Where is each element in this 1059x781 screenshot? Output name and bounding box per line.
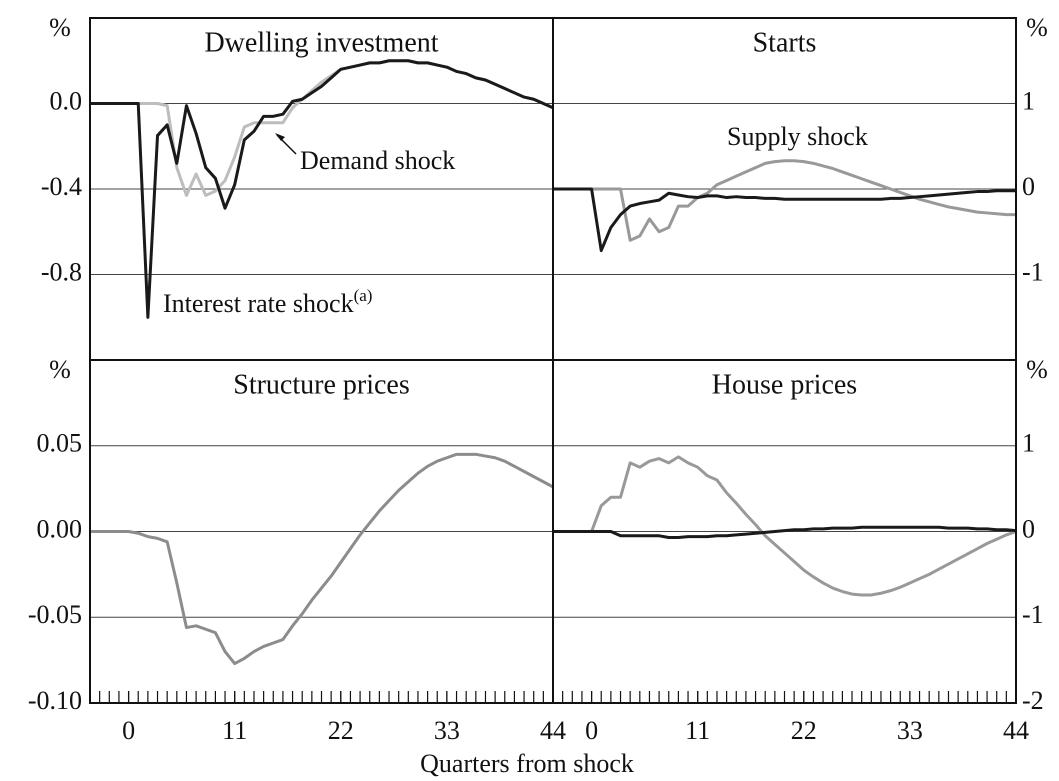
x-tick-label: 33 [897,716,923,745]
x-axis-label: Quarters from shock [420,749,634,778]
x-tick-label: 11 [222,716,247,745]
data-line [553,159,1016,242]
y-tick-label: 0.05 [37,429,83,458]
data-line [553,455,1017,597]
y-tick-label: 1 [1022,429,1035,458]
y-tick-label: -0.8 [41,257,82,286]
x-tick-label: 0 [122,716,135,745]
panel-title: Starts [753,27,817,58]
data-line [553,187,1016,253]
data-line [90,452,554,666]
y-tick-label: 0 [1022,172,1035,201]
annotation: Interest rate shock(a) [163,286,372,318]
y-axis-label: % [1026,355,1048,384]
y-tick-label: 0 [1022,514,1035,543]
y-tick-label: -1 [1022,600,1044,629]
y-tick-label: -1 [1022,257,1044,286]
x-tick-label: 22 [791,716,817,745]
x-tick-label: 44 [540,716,566,745]
y-axis-label: % [49,13,71,42]
y-tick-label: -0.10 [28,686,82,715]
panel-title: Dwelling investment [204,27,438,58]
lines [90,59,1017,666]
annotation-arrowhead [275,133,285,141]
grid [90,103,1017,704]
panel-title: House prices [712,369,857,400]
annotation-text: Interest rate shock [163,289,354,318]
y-tick-label: -0.05 [28,600,82,629]
x-tick-label: 44 [1003,716,1029,745]
y-axis-label: % [49,355,71,384]
x-tick-label: 33 [434,716,460,745]
y-tick-label: -0.4 [41,172,82,201]
x-tick-label: 0 [585,716,598,745]
y-tick-label: 0.0 [50,86,83,115]
annotation-note: (a) [354,286,373,305]
data-line [553,525,1017,539]
x-tick-label: 11 [685,716,710,745]
data-line [90,59,554,319]
annotation: Supply shock [727,122,868,151]
y-tick-label: 0.00 [37,514,83,543]
annotation: Demand shock [300,146,455,175]
x-tick-label: 22 [328,716,354,745]
y-tick-label: 1 [1022,86,1035,115]
panel-title: Structure prices [233,369,410,400]
y-tick-label: -2 [1022,686,1044,715]
y-axis-label: % [1026,13,1048,42]
